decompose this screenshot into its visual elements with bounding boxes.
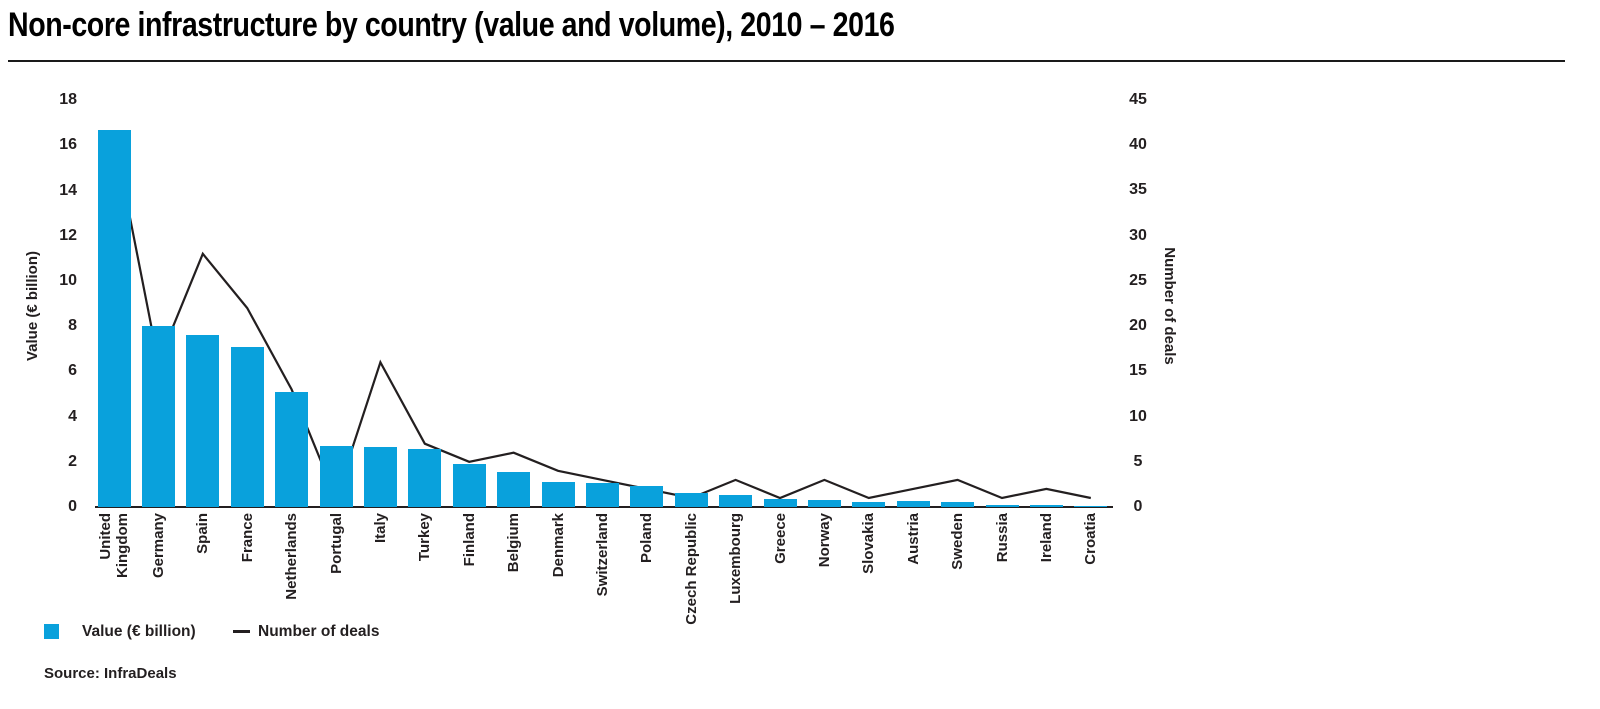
right-axis-tick-30: 30 xyxy=(1129,226,1147,244)
right-axis-title: Number of deals xyxy=(1161,247,1178,365)
left-axis-tick-14: 14 xyxy=(59,181,77,199)
x-label-ireland: Ireland xyxy=(1037,513,1055,563)
left-axis-tick-2: 2 xyxy=(68,452,77,470)
bar-turkey xyxy=(408,449,442,507)
right-axis-tick-35: 35 xyxy=(1129,181,1147,199)
bar-belgium xyxy=(497,471,531,507)
x-label-czech-republic: Czech Republic xyxy=(682,513,700,625)
page-title: Non-core infrastructure by country (valu… xyxy=(8,6,895,44)
legend-deals-label: Number of deals xyxy=(258,623,380,640)
x-label-luxembourg: Luxembourg xyxy=(727,513,745,604)
left-axis-tick-10: 10 xyxy=(59,272,77,289)
bar-denmark xyxy=(541,482,575,507)
bar-norway xyxy=(807,500,841,507)
x-label-spain: Spain xyxy=(194,513,212,554)
left-axis-title: Value (€ billion) xyxy=(24,250,41,362)
x-label-sweden: Sweden xyxy=(949,513,967,570)
right-axis-tick-0: 0 xyxy=(1133,498,1143,515)
x-label-norway: Norway xyxy=(815,513,833,568)
x-label-poland: Poland xyxy=(638,513,656,564)
bar-netherlands xyxy=(275,391,309,507)
bar-finland xyxy=(452,464,486,507)
left-axis-tick-0: 0 xyxy=(68,498,77,515)
bar-germany xyxy=(141,326,175,507)
left-axis-tick-12: 12 xyxy=(59,226,77,244)
right-axis-tick-5: 5 xyxy=(1133,452,1143,470)
legend-value-label: Value (€ billion) xyxy=(82,623,196,640)
x-label-switzerland: Switzerland xyxy=(593,513,611,597)
x-label-finland: Finland xyxy=(460,513,478,567)
x-label-denmark: Denmark xyxy=(549,513,567,578)
left-axis-tick-18: 18 xyxy=(59,91,77,109)
bar-croatia xyxy=(1074,506,1108,507)
bar-united-kingdom xyxy=(97,129,131,507)
bar-sweden xyxy=(941,502,975,507)
bar-france xyxy=(230,346,264,507)
legend-line-swatch xyxy=(233,630,250,633)
right-axis-tick-40: 40 xyxy=(1129,136,1147,154)
right-axis-tick-10: 10 xyxy=(1129,407,1147,425)
bar-ireland xyxy=(1029,505,1063,507)
x-label-slovakia: Slovakia xyxy=(860,513,878,574)
bar-slovakia xyxy=(852,502,886,507)
source-note: Source: InfraDeals xyxy=(44,665,177,682)
bar-greece xyxy=(763,499,797,507)
bar-spain xyxy=(186,335,220,507)
bar-poland xyxy=(630,485,664,507)
bar-russia xyxy=(985,504,1019,507)
left-axis-tick-16: 16 xyxy=(59,136,77,154)
right-axis-tick-45: 45 xyxy=(1129,91,1147,109)
title-rule xyxy=(8,60,1565,62)
bar-italy xyxy=(363,447,397,507)
x-label-austria: Austria xyxy=(904,513,922,565)
bar-austria xyxy=(896,501,930,507)
bar-switzerland xyxy=(585,483,619,507)
legend-value-swatch xyxy=(44,624,59,639)
x-label-greece: Greece xyxy=(771,513,789,564)
left-axis-tick-8: 8 xyxy=(68,317,77,335)
x-label-belgium: Belgium xyxy=(505,513,523,573)
left-axis-tick-4: 4 xyxy=(68,407,77,425)
x-label-russia: Russia xyxy=(993,513,1011,563)
x-label-turkey: Turkey xyxy=(416,513,434,562)
bar-luxembourg xyxy=(719,494,753,507)
left-axis-tick-6: 6 xyxy=(68,362,77,380)
bar-czech-republic xyxy=(674,493,708,507)
right-axis-tick-15: 15 xyxy=(1129,362,1147,380)
x-label-france: France xyxy=(238,513,256,563)
bar-portugal xyxy=(319,445,353,507)
right-axis-tick-20: 20 xyxy=(1129,317,1147,335)
right-axis-tick-25: 25 xyxy=(1129,271,1147,289)
x-label-croatia: Croatia xyxy=(1082,513,1100,565)
